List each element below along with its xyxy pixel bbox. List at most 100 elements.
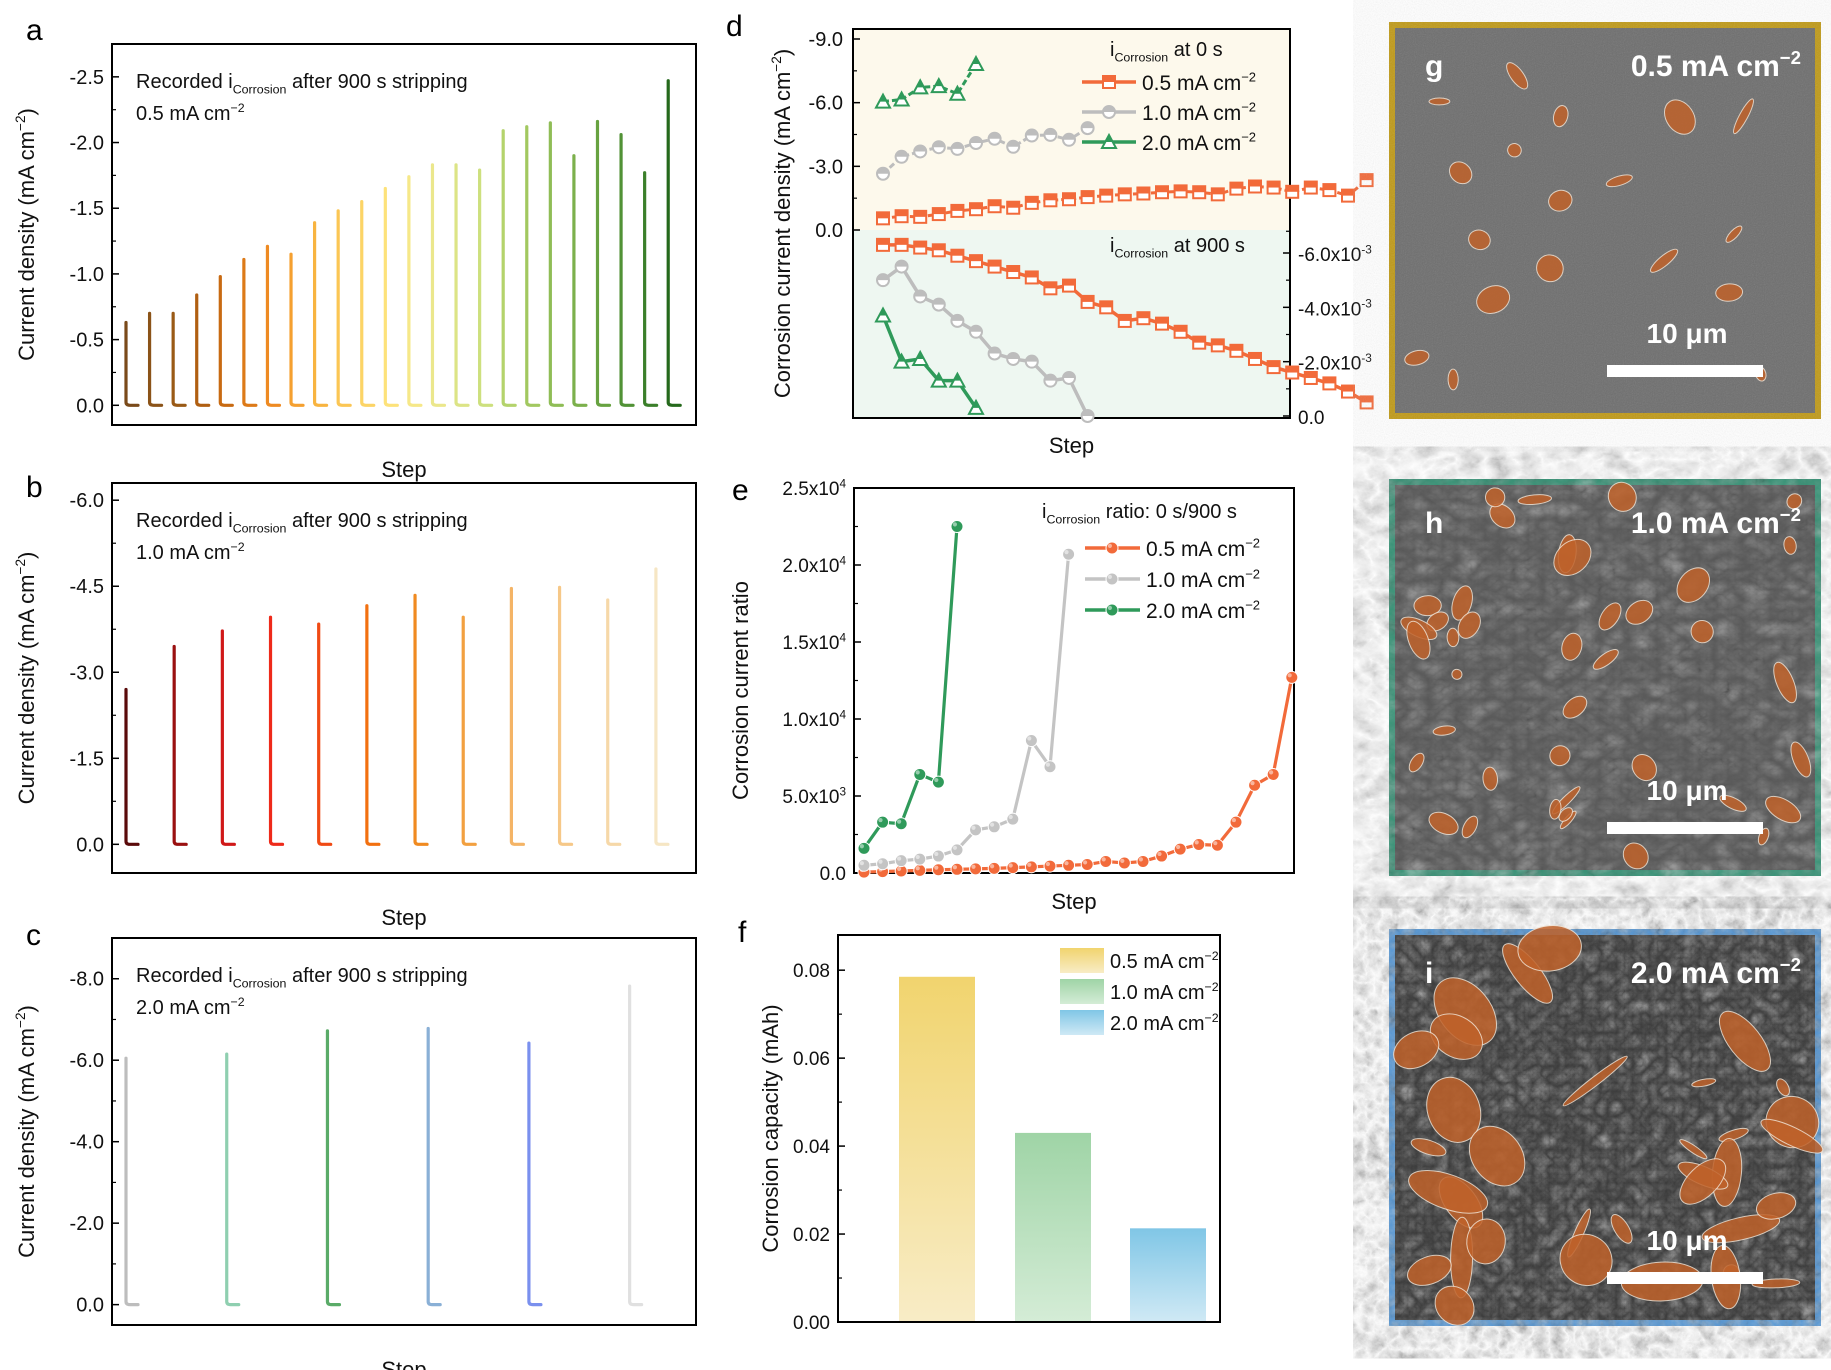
dot-marker-highlight [934, 851, 939, 857]
triangle-marker-fill [953, 86, 961, 94]
y-tick-label: -2.5 [70, 67, 104, 89]
square-marker-fill [1323, 184, 1336, 191]
panel-label-b: b [26, 471, 43, 504]
y-tick-label: -6.0 [70, 1050, 104, 1072]
dot-marker [857, 858, 871, 872]
spike-trace [336, 209, 352, 407]
square-marker-fill [1137, 187, 1150, 194]
dot-marker-highlight [1138, 857, 1143, 862]
plot-frame [111, 482, 697, 874]
corrosion-region [1625, 599, 1654, 625]
square-marker-fill [1193, 186, 1206, 193]
circle-marker-fill [1103, 106, 1115, 112]
circle-marker-fill [1007, 352, 1020, 359]
dot-marker [1006, 812, 1020, 826]
dot-marker [1006, 861, 1020, 875]
triangle-marker-fill [972, 57, 980, 65]
dot-marker-highlight [1008, 814, 1013, 820]
square-marker-fill [1211, 339, 1224, 346]
corrosion-region [1404, 349, 1430, 366]
dot-marker-highlight [990, 822, 995, 827]
y-tick-label: -0.5 [70, 330, 104, 352]
spike-trace [461, 615, 477, 846]
legend-label: 1.0 mA cm−2 [1146, 567, 1260, 592]
square-marker-fill [951, 249, 964, 256]
square-marker-fill [914, 210, 927, 217]
dot-marker [1043, 760, 1057, 774]
dot-marker [1080, 858, 1094, 872]
y-tick-label: -2.0 [70, 1213, 104, 1235]
dot-marker-highlight [952, 865, 958, 870]
legend-title-0s: iCorrosion at 0 s [1110, 39, 1223, 65]
corrosion-region [1558, 807, 1573, 822]
square-marker-fill [1267, 361, 1280, 368]
legend-swatch [1060, 979, 1104, 1004]
corrosion-region [1461, 815, 1479, 839]
spike-trace [595, 119, 612, 407]
corrosion-region [1428, 811, 1459, 836]
dot-marker [1136, 854, 1150, 868]
sem-image-i: i 2.0 mA cm−2 10 μm [1389, 925, 1824, 1326]
square-marker-fill [1249, 180, 1261, 187]
scale-bar-label: 10 μm [1647, 1225, 1728, 1256]
square-marker-fill [1304, 371, 1317, 378]
dot-marker [1024, 734, 1038, 748]
corrosion-region [1760, 1118, 1824, 1154]
triangle-marker-fill [898, 92, 906, 100]
dot-marker [1099, 854, 1113, 868]
corrosion-region [1679, 1158, 1727, 1205]
plot-frame [837, 934, 1221, 1323]
dot-marker [969, 823, 983, 837]
square-marker-fill [1044, 194, 1057, 201]
legend-label: 0.5 mA cm−2 [1142, 70, 1256, 95]
spike-trace [124, 320, 140, 407]
spike-trace [195, 293, 211, 407]
panel-label-a: a [26, 14, 43, 47]
dot-marker-highlight [1120, 858, 1125, 863]
square-marker-fill [932, 208, 945, 215]
dot-marker [913, 852, 927, 866]
right-y-tick-label: -6.0x10-3 [1298, 243, 1372, 266]
corrosion-region [1622, 842, 1649, 870]
y-tick-label: 0.0 [76, 1295, 104, 1317]
corrosion-region [1664, 99, 1696, 135]
corrosion-region [1765, 795, 1802, 824]
dot-marker [894, 854, 908, 868]
corrosion-region [1607, 481, 1637, 512]
corrosion-region [1451, 668, 1463, 680]
dot-marker [1062, 547, 1076, 561]
spike-trace [360, 200, 376, 407]
dot-marker-highlight [990, 864, 995, 869]
corrosion-region [1725, 225, 1743, 243]
dot-marker-highlight [878, 817, 883, 823]
y-tick-label: -1.0 [70, 264, 104, 286]
y-tick-label: 2.0x104 [782, 554, 846, 577]
panel-d-chart: 0.0 -3.0 -6.0 -9.0 0.0 -2.0x10-3 -4.0x10-3 -6.0… [769, 28, 1374, 458]
dot-marker-highlight [1107, 543, 1112, 549]
y-tick-label: -2.0 [70, 133, 104, 155]
spike-trace [426, 1026, 442, 1307]
dot-marker-highlight [971, 864, 976, 869]
plot-frame [111, 43, 697, 426]
dot-marker [1229, 815, 1243, 829]
panel-b-chart: 0.0 -1.5 -3.0 -4.5 -6.0 Recorded iCorrosion a… [13, 482, 697, 930]
panel-label-e: e [732, 474, 749, 507]
spike-trace [527, 1041, 543, 1307]
triangle-marker-fill [916, 351, 924, 359]
legend-label: 2.0 mA cm−2 [1110, 1011, 1219, 1035]
square-marker-fill [914, 241, 927, 248]
y-tick-label: 0.08 [793, 961, 830, 982]
corrosion-region [1786, 493, 1803, 510]
square-marker-fill [1267, 181, 1280, 188]
circle-marker-fill [914, 290, 927, 297]
legend-label: 1.0 mA cm−2 [1110, 980, 1219, 1004]
square-marker-fill [895, 238, 908, 245]
y-axis-label: Current density (mA cm−2) [13, 108, 39, 361]
legend-label: 1.0 mA cm−2 [1142, 100, 1256, 125]
corrosion-region [1506, 62, 1529, 90]
spike-trace [365, 604, 381, 846]
dot-marker [913, 767, 927, 781]
panel-label-d: d [726, 10, 743, 43]
square-marker-fill [1100, 189, 1113, 196]
corrosion-region [1393, 1030, 1440, 1070]
